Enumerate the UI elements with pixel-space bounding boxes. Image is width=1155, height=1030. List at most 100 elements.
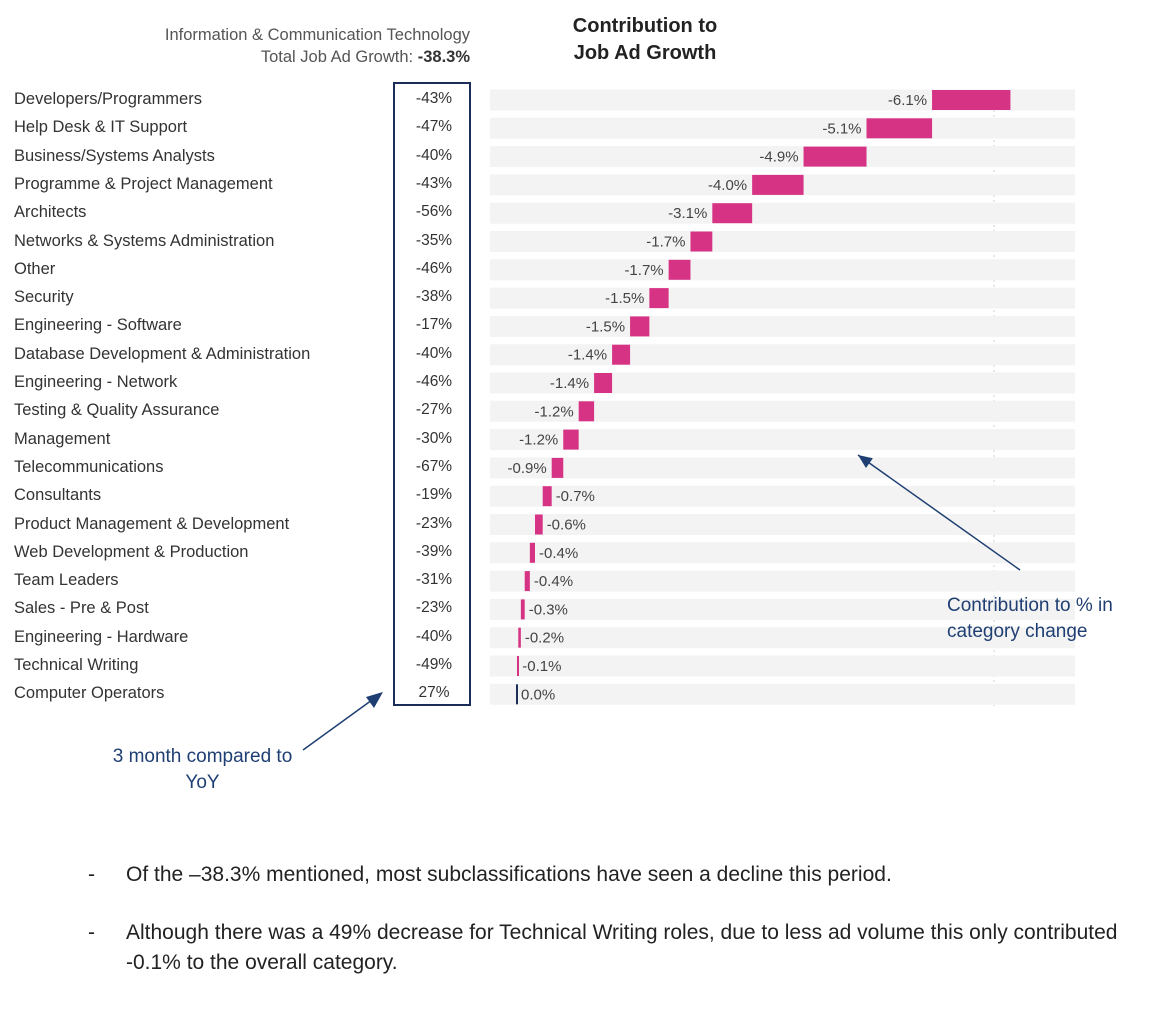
row-background: [490, 457, 1075, 479]
data-label: -0.1%: [522, 658, 561, 675]
data-label: -0.9%: [508, 460, 547, 477]
category-label: Consultants: [14, 486, 102, 505]
row-background: [490, 683, 1075, 705]
table-row: Business/Systems Analysts -40%: [0, 143, 1155, 171]
contribution-bar: [516, 684, 518, 705]
chart-title-line-1: Contribution to: [572, 15, 718, 37]
table-row: Other -46%: [0, 256, 1155, 284]
yoy-value: -43%: [415, 174, 453, 192]
row-background: [490, 344, 1075, 366]
contribution-bar: [649, 288, 669, 309]
row-background: [490, 570, 1075, 592]
category-label: Networks & Systems Administration: [14, 231, 275, 250]
yoy-value: -17%: [415, 316, 453, 334]
contribution-bar: [932, 90, 1011, 110]
contribution-bar: [690, 231, 713, 252]
yoy-value: -67%: [415, 457, 453, 475]
category-label: Product Management & Development: [14, 514, 290, 533]
category-label: Developers/Programmers: [14, 90, 202, 108]
yoy-value: -56%: [415, 203, 453, 221]
category-label: Web Development & Production: [14, 542, 249, 561]
category-name: Information & Communication Technology: [164, 26, 470, 44]
category-label: Engineering - Network: [14, 373, 178, 391]
yoy-value: -47%: [415, 118, 453, 136]
contribution-bar: [551, 457, 564, 478]
data-label: -1.5%: [586, 318, 625, 335]
table-row: Security -38%: [0, 284, 1155, 312]
table-row: Architects -56%: [0, 199, 1155, 227]
note-text: Of the –38.3% mentioned, most subclassif…: [126, 863, 892, 886]
table-row: Engineering - Hardware -40%: [0, 624, 1155, 652]
row-background: [490, 89, 1075, 111]
row-background: [490, 514, 1075, 535]
table-row: Management -30%: [0, 426, 1155, 454]
table-row: Database Development & Administration -40…: [0, 341, 1155, 369]
yoy-value: -23%: [415, 514, 453, 532]
yoy-value: -30%: [415, 429, 453, 447]
contribution-bar: [529, 542, 535, 563]
data-label: -0.3%: [529, 601, 568, 618]
chart-title-line-2: Job Ad Growth: [573, 42, 717, 64]
yoy-value: -46%: [415, 259, 453, 277]
yoy-value: 27%: [418, 684, 450, 702]
data-label: -0.4%: [539, 545, 578, 562]
table-row: Engineering - Network -46%: [0, 369, 1155, 397]
yoy-value: -40%: [415, 627, 453, 645]
contribution-bar: [866, 118, 933, 139]
note-item: - Although there was a 49% decrease for …: [88, 918, 1148, 978]
total-growth-value: -38.3%: [417, 48, 470, 66]
contribution-bar: [542, 486, 552, 507]
table-row: Computer Operators 27%: [0, 680, 1155, 708]
row-background: [490, 372, 1075, 394]
row-background: [490, 542, 1075, 564]
category-label: Telecommunications: [14, 457, 164, 476]
data-label: -0.4%: [534, 573, 573, 590]
table-row: Telecommunications -67%: [0, 454, 1155, 482]
contribution-arrow: [857, 454, 1021, 571]
table-row: Product Management & Development -23%: [0, 511, 1155, 539]
category-label: Help Desk & IT Support: [14, 118, 188, 137]
category-label: Technical Writing: [14, 656, 139, 674]
data-label: -1.2%: [534, 403, 573, 420]
data-label: -1.4%: [568, 347, 607, 364]
row-background: [490, 287, 1075, 309]
data-label: -1.2%: [519, 432, 558, 449]
contribution-arrow-head: [858, 455, 873, 468]
total-growth: Total Job Ad Growth: -38.3%: [0, 46, 470, 68]
contribution-bar: [712, 203, 753, 224]
row-background: [490, 655, 1075, 677]
table-row: Programme & Project Management -43%: [0, 171, 1155, 199]
yoy-value: -27%: [415, 401, 453, 419]
contribution-bar: [517, 656, 519, 676]
note-bullet: -: [88, 863, 95, 886]
row-background: [490, 400, 1075, 422]
contribution-bar: [578, 401, 595, 422]
contribution-bar: [594, 373, 613, 393]
note-text: Although there was a 49% decrease for Te…: [126, 921, 1118, 974]
contribution-bar: [534, 514, 543, 535]
row-background: [490, 485, 1075, 507]
table-row: Help Desk & IT Support -47%: [0, 114, 1155, 142]
category-label: Computer Operators: [14, 684, 165, 703]
category-label: Engineering - Hardware: [14, 627, 189, 646]
category-label: Engineering - Software: [14, 316, 182, 335]
table-row: Team Leaders -31%: [0, 567, 1155, 595]
category-label: Business/Systems Analysts: [14, 146, 215, 165]
total-growth-label: Total Job Ad Growth:: [260, 48, 414, 66]
yoy-value: -19%: [415, 486, 453, 504]
data-label: -4.9%: [759, 149, 798, 166]
yoy-value: -35%: [415, 231, 453, 249]
table-row: Sales - Pre & Post -23%: [0, 595, 1155, 623]
yoy-value: -40%: [415, 146, 453, 164]
row-background: [490, 627, 1075, 649]
contribution-bar: [668, 259, 691, 280]
table-row: Web Development & Production -39%: [0, 539, 1155, 567]
contribution-bar: [803, 146, 867, 167]
row-background: [490, 146, 1075, 168]
yoy-value: -23%: [415, 599, 453, 617]
table-row: Networks & Systems Administration -35%: [0, 228, 1155, 256]
data-label: -0.6%: [547, 517, 586, 534]
yoy-value: -38%: [415, 288, 453, 306]
contribution-bar: [630, 316, 650, 337]
row-background: [490, 429, 1075, 451]
